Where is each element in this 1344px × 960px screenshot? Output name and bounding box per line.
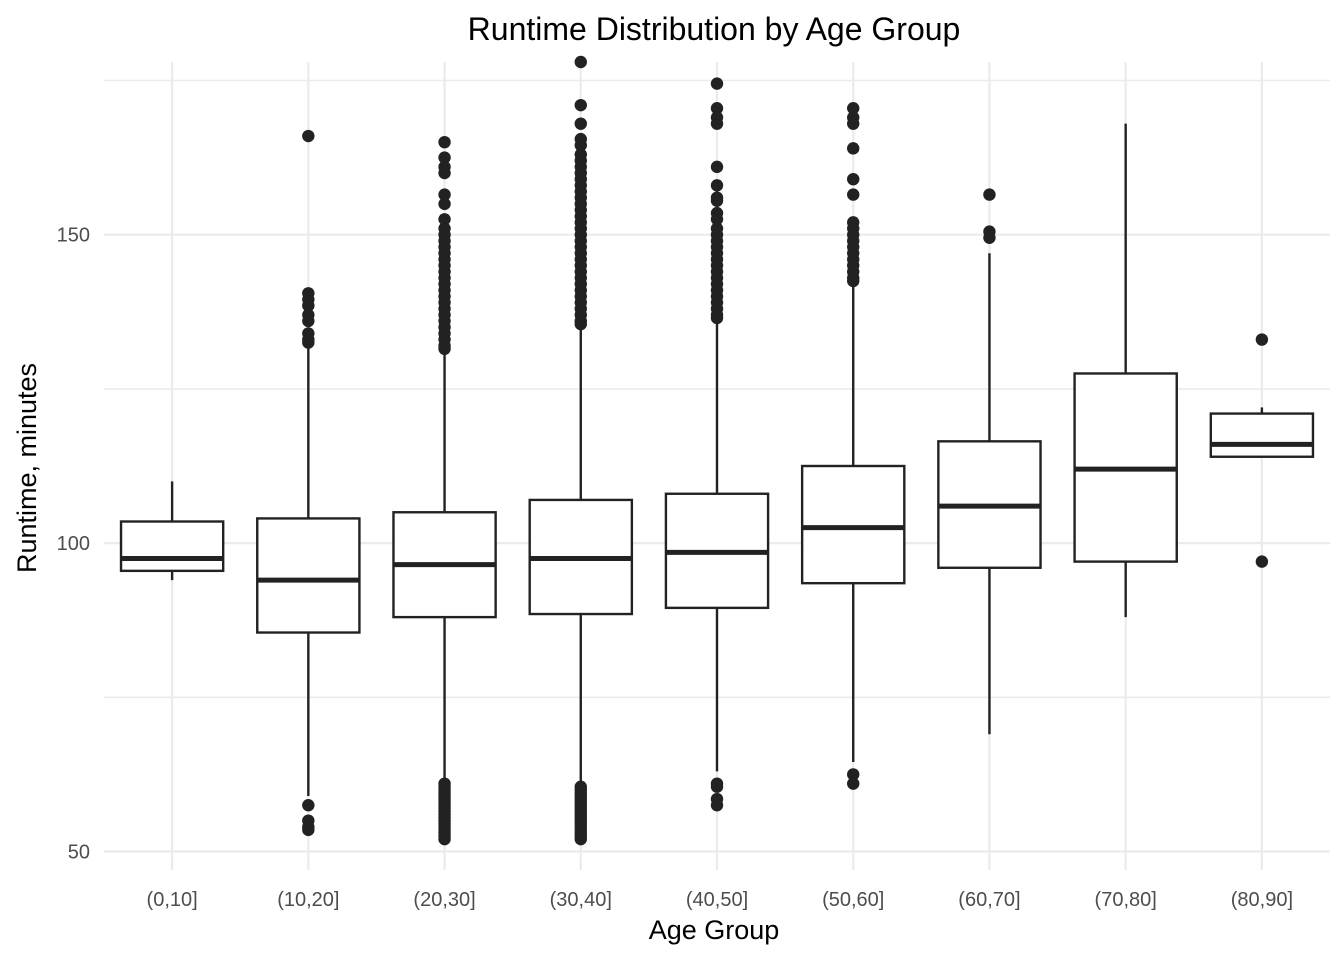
outlier-point <box>710 117 724 130</box>
outlier-point <box>302 823 315 837</box>
outlier-point <box>438 188 451 201</box>
outlier-point <box>1255 555 1269 568</box>
outlier-point <box>438 832 451 846</box>
x-tick-label: (20,30] <box>413 889 475 911</box>
box-group <box>119 481 225 581</box>
outlier-point <box>847 777 860 790</box>
outlier-point <box>847 274 860 288</box>
outlier-point <box>710 179 724 192</box>
chart-title: Runtime Distribution by Age Group <box>468 11 961 47</box>
y-tick-label: 150 <box>57 225 90 247</box>
x-tick-label: (50,60] <box>822 889 884 911</box>
outlier-point <box>710 799 724 812</box>
outlier-point <box>847 102 860 115</box>
outlier-point <box>710 194 724 207</box>
box-group <box>1073 123 1178 618</box>
y-tick-label: 50 <box>68 841 90 863</box>
iqr-box <box>119 520 225 573</box>
outlier-point <box>574 55 587 69</box>
x-tick-label: (80,90] <box>1231 889 1293 911</box>
outlier-point <box>983 188 996 201</box>
outlier-point <box>574 317 587 331</box>
outlier-point <box>847 188 860 201</box>
outlier-point <box>710 102 724 115</box>
outlier-point <box>1255 333 1269 346</box>
outlier-point <box>574 117 587 130</box>
outlier-point <box>574 832 587 846</box>
outlier-point <box>710 311 724 325</box>
outlier-point <box>574 139 587 152</box>
outlier-point <box>302 799 315 812</box>
outlier-point <box>438 213 451 226</box>
x-tick-label: (70,80] <box>1095 889 1157 911</box>
box-group <box>256 129 361 837</box>
outlier-point <box>438 342 451 356</box>
outlier-point <box>983 231 996 244</box>
outlier-point <box>710 160 724 174</box>
x-tick-label: (30,40] <box>550 889 612 911</box>
y-axis-title: Runtime, minutes <box>12 363 42 573</box>
outlier-point <box>302 336 315 349</box>
outlier-point <box>847 117 860 130</box>
outlier-point <box>438 166 451 180</box>
outlier-point <box>710 780 724 793</box>
iqr-box <box>800 464 906 585</box>
axis-layer: 50 100 150 (0,10] (10,20] (20,30] (30,40] (40,5… <box>57 225 1293 911</box>
x-tick-label: (60,70] <box>958 889 1020 911</box>
iqr-box <box>1209 412 1315 458</box>
box-layer <box>119 55 1315 846</box>
box-group <box>392 135 497 846</box>
box-group <box>1209 333 1315 568</box>
outlier-point <box>302 129 315 143</box>
outlier-point <box>302 299 315 312</box>
outlier-point <box>710 213 724 226</box>
outlier-point <box>847 768 860 781</box>
x-axis-title: Age Group <box>649 915 780 945</box>
box-group <box>528 55 634 846</box>
outlier-point <box>438 197 451 211</box>
outlier-point <box>438 135 451 149</box>
box-group <box>800 102 906 790</box>
outlier-point <box>847 142 860 155</box>
outlier-point <box>574 98 587 112</box>
x-tick-label: (0,10] <box>147 889 198 911</box>
x-tick-label: (10,20] <box>277 889 339 911</box>
outlier-point <box>302 314 315 328</box>
outlier-point <box>710 77 724 90</box>
box-group <box>937 188 1042 735</box>
outlier-point <box>847 172 860 186</box>
box-group <box>664 77 770 812</box>
y-tick-label: 100 <box>57 533 90 555</box>
iqr-box <box>256 517 361 634</box>
outlier-point <box>438 151 451 164</box>
x-tick-label: (40,50] <box>686 889 748 911</box>
